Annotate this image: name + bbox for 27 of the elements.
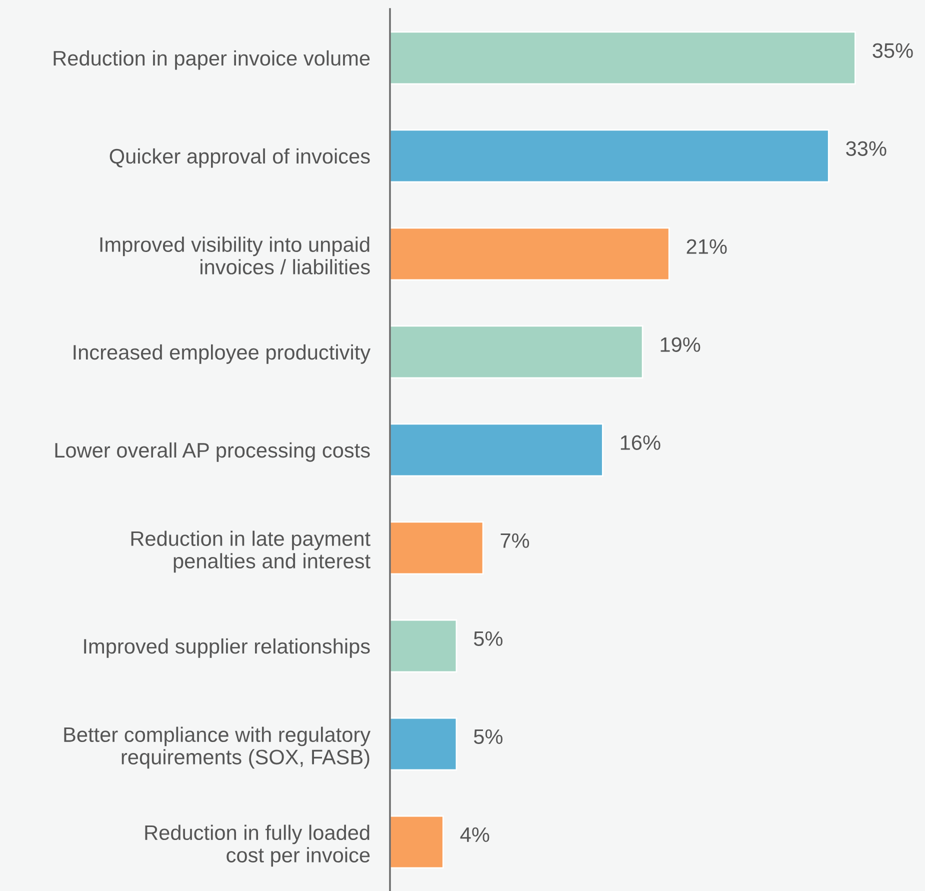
bar	[390, 227, 670, 281]
data-label: 16%	[620, 435, 660, 450]
data-label: 19%	[660, 337, 700, 352]
bar	[390, 129, 830, 183]
bar	[390, 423, 604, 477]
y-tick-label: Improved visibility into unpaid invoices / liabilities	[100, 236, 370, 274]
y-tick-label: Lower overall AP processing costs	[55, 442, 370, 462]
bar	[390, 521, 484, 575]
data-label: 7%	[500, 533, 530, 548]
data-label: 5%	[474, 631, 502, 646]
y-tick-label: Increased employee productivity	[74, 344, 371, 364]
bar	[390, 619, 458, 673]
y-tick-label: Better compliance with regulatory requirements (SOX, FASB)	[64, 726, 371, 769]
y-tick-label: Reduction in late payment penalties and interest	[131, 530, 370, 573]
data-label: 33%	[846, 141, 886, 156]
y-tick-label: Quicker approval of invoices	[110, 148, 370, 168]
bar	[390, 815, 444, 869]
data-label: 21%	[686, 239, 727, 254]
bar	[390, 31, 856, 85]
data-label: 35%	[872, 43, 913, 58]
y-tick-label: Reduction in fully loaded cost per invoice	[145, 824, 370, 867]
data-label: 4%	[460, 827, 490, 842]
bar	[390, 717, 458, 771]
bar	[390, 325, 644, 379]
data-label: 5%	[474, 729, 502, 744]
y-tick-label: Improved supplier relationships	[84, 638, 370, 658]
y-tick-label: Reduction in paper invoice volume	[54, 50, 370, 70]
